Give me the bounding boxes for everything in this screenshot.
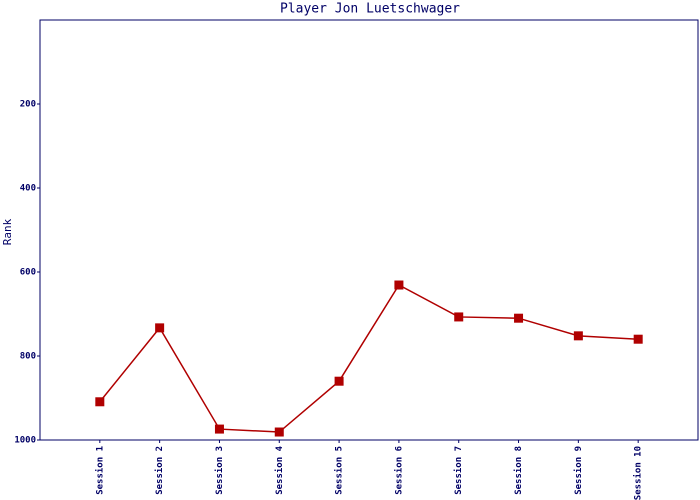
y-tick-label: 600 <box>20 268 36 278</box>
series-line <box>99 284 639 433</box>
x-tick-label: Session 5 <box>334 446 345 495</box>
data-point <box>573 331 583 341</box>
y-tick-label: 200 <box>20 100 36 110</box>
x-tick-label: Session 9 <box>573 446 584 495</box>
data-point <box>155 323 165 333</box>
y-axis-label: Rank <box>1 218 14 245</box>
data-point <box>514 313 524 323</box>
x-tick-label: Session 7 <box>453 446 464 495</box>
x-tick-label: Session 1 <box>94 446 105 495</box>
data-point <box>214 424 224 434</box>
y-tick-label: 800 <box>20 352 36 362</box>
x-tick-label: Session 4 <box>274 445 285 494</box>
x-tick-label: Session 6 <box>393 446 404 495</box>
y-tick-label: 400 <box>20 184 36 194</box>
data-point <box>633 334 643 344</box>
plot-frame <box>39 19 699 441</box>
data-point <box>334 376 344 386</box>
x-tick-label: Session 8 <box>513 446 524 495</box>
data-point <box>95 397 105 407</box>
data-point <box>394 280 404 290</box>
x-tick-label: Session 3 <box>214 446 225 495</box>
chart-title: Player Jon Luetschwager <box>280 2 460 17</box>
data-point <box>454 312 464 322</box>
x-tick-label: Session 10 <box>633 446 644 500</box>
data-point <box>274 427 284 437</box>
y-tick-label: 1000 <box>14 436 36 446</box>
x-tick-label: Session 2 <box>154 446 165 495</box>
